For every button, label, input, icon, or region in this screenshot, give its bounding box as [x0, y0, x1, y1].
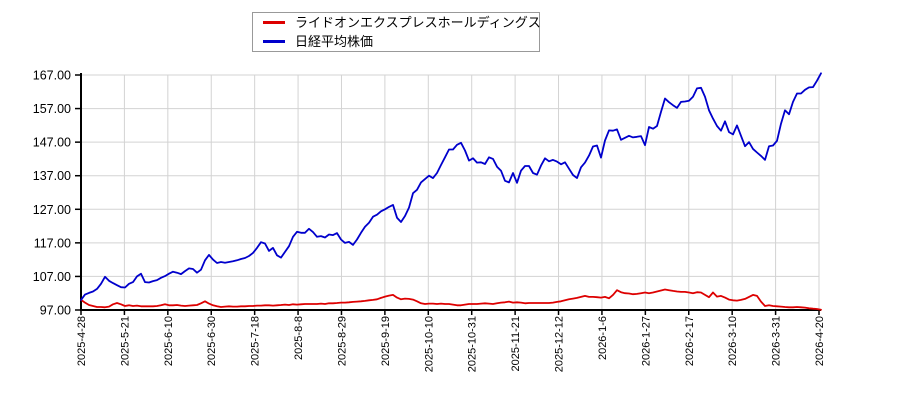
- x-tick-label: 2025-7-18: [250, 316, 262, 366]
- x-tick-label: 2026-1-6: [597, 316, 609, 360]
- x-tick-label: 2025-5-21: [119, 316, 131, 366]
- y-tick-label: 117.00: [34, 236, 71, 250]
- legend-item: 日経平均株価: [263, 32, 539, 51]
- y-tick-label: 97.00: [40, 304, 71, 318]
- x-tick-label: 2026-1-27: [640, 316, 652, 366]
- x-tick-label: 2026-4-20: [814, 316, 826, 366]
- x-tick-label: 2025-12-12: [554, 316, 566, 372]
- x-tick-label: 2025-6-30: [206, 316, 218, 366]
- chart-legend: ライドオンエクスプレスホールディングス 日経平均株価: [252, 12, 541, 52]
- x-tick-label: 2026-3-31: [771, 316, 783, 366]
- legend-label: 日経平均株価: [295, 34, 374, 49]
- legend-item: ライドオンエクスプレスホールディングス: [263, 13, 541, 32]
- x-tick-label: 2026-2-17: [684, 316, 696, 366]
- x-tick-label: 2026-3-10: [727, 316, 739, 366]
- y-tick-label: 147.00: [33, 136, 71, 150]
- y-tick-label: 137.00: [33, 169, 71, 183]
- x-tick-label: 2025-11-21: [510, 316, 522, 371]
- y-tick-label: 107.00: [33, 270, 71, 284]
- x-tick-label: 2025-6-10: [163, 316, 175, 366]
- x-tick-label: 2025-10-10: [423, 316, 435, 372]
- legend-swatch-blue: [263, 40, 285, 43]
- x-tick-label: 2025-9-19: [380, 316, 392, 366]
- x-tick-label: 2025-4-28: [76, 316, 88, 366]
- x-tick-label: 2025-8-8: [293, 316, 305, 360]
- x-tick-label: 2025-8-29: [336, 316, 348, 366]
- y-tick-label: 167.00: [33, 69, 71, 83]
- x-tick-label: 2025-10-31: [467, 316, 479, 372]
- series-line-rideon: [80, 288, 822, 311]
- series-line-nikkei: [80, 72, 822, 301]
- y-tick-label: 157.00: [33, 102, 71, 116]
- legend-swatch-red: [263, 21, 285, 24]
- legend-label: ライドオンエクスプレスホールディングス: [295, 15, 541, 30]
- y-tick-label: 127.00: [33, 203, 71, 217]
